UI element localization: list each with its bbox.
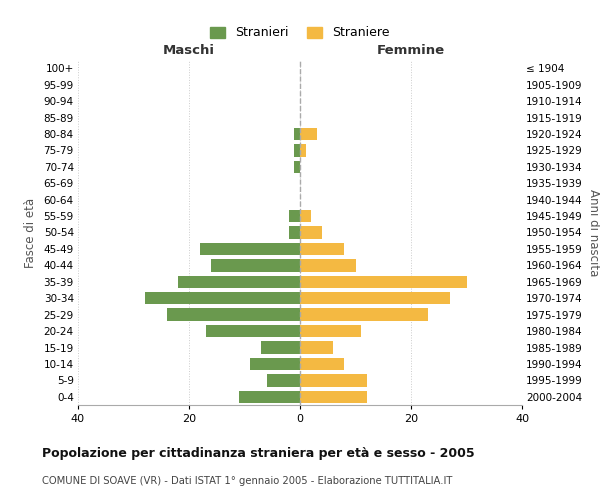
Legend: Stranieri, Straniere: Stranieri, Straniere [205,22,395,44]
Y-axis label: Anni di nascita: Anni di nascita [587,189,599,276]
Bar [178,276,300,288]
Bar [289,226,300,238]
Bar [300,243,344,255]
Bar [167,308,300,321]
Bar [300,325,361,337]
Text: Popolazione per cittadinanza straniera per età e sesso - 2005: Popolazione per cittadinanza straniera p… [42,448,475,460]
Bar [300,259,355,272]
Bar [300,210,311,222]
Bar [250,358,300,370]
Bar [211,259,300,272]
Bar [261,342,300,353]
Bar [200,243,300,255]
Bar [300,292,450,304]
Bar [300,128,317,140]
Text: Maschi: Maschi [163,44,215,57]
Bar [300,226,322,238]
Bar [145,292,300,304]
Bar [295,144,300,156]
Bar [266,374,300,386]
Bar [300,358,344,370]
Bar [239,390,300,403]
Bar [300,342,334,353]
Bar [300,390,367,403]
Text: COMUNE DI SOAVE (VR) - Dati ISTAT 1° gennaio 2005 - Elaborazione TUTTITALIA.IT: COMUNE DI SOAVE (VR) - Dati ISTAT 1° gen… [42,476,452,486]
Bar [300,308,428,321]
Bar [206,325,300,337]
Y-axis label: Fasce di età: Fasce di età [23,198,37,268]
Bar [300,374,367,386]
Bar [300,276,467,288]
Bar [289,210,300,222]
Bar [300,144,305,156]
Bar [295,160,300,173]
Text: Femmine: Femmine [377,44,445,57]
Bar [295,128,300,140]
